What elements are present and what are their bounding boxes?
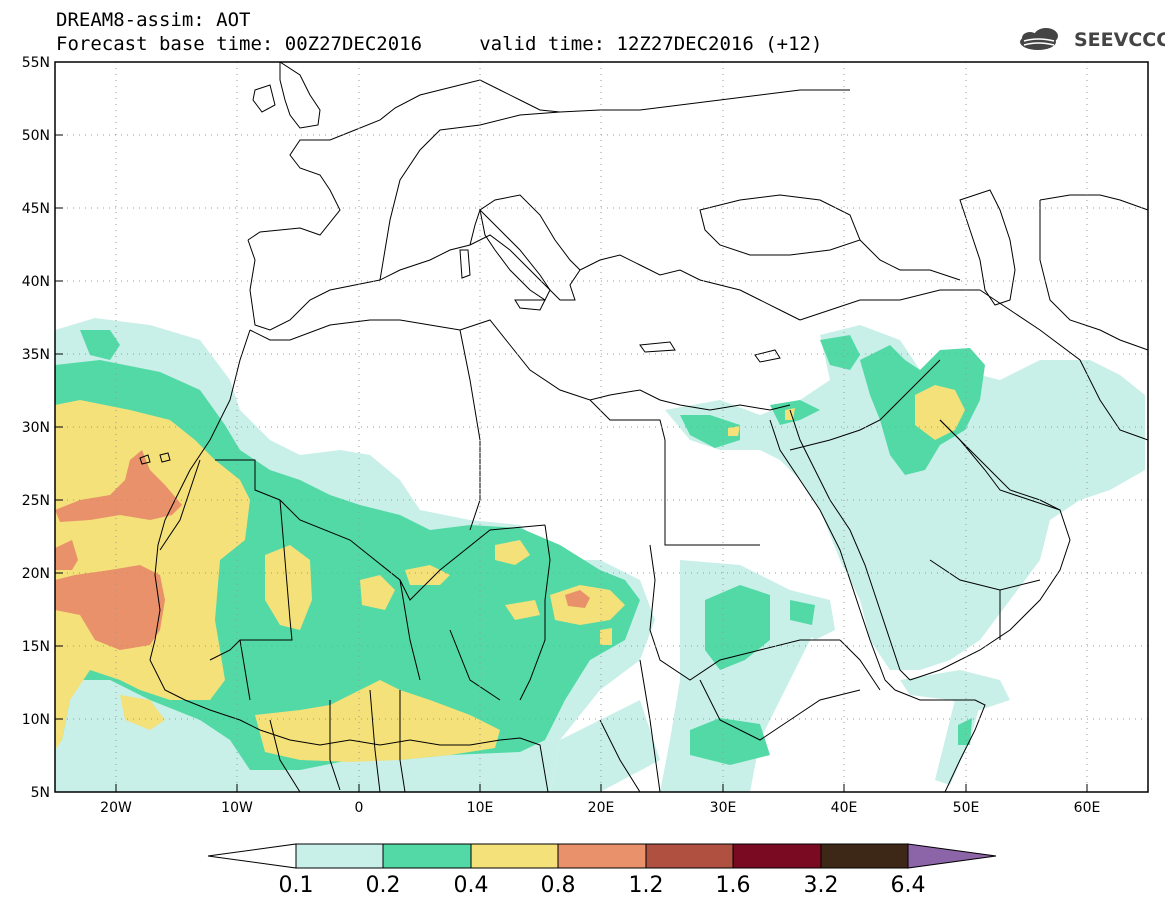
lon-label: 10E <box>467 800 494 816</box>
legend-swatch <box>645 843 734 869</box>
legend-swatch <box>732 843 822 869</box>
lat-label: 20N <box>22 566 50 582</box>
legend-arrow-high <box>907 843 997 869</box>
lon-label: 0 <box>355 800 364 816</box>
legend-swatch <box>382 843 472 869</box>
chart-title: DREAM8-assim: AOT <box>56 9 251 31</box>
logo-text: SEEVCCC <box>1074 29 1165 51</box>
legend-label: 0.2 <box>366 873 401 898</box>
lat-label: 50N <box>22 128 50 144</box>
coastlines <box>139 62 1148 792</box>
lat-labels: 5N 10N 15N 20N 25N 30N 35N 40N 45N 50N 5… <box>22 55 50 801</box>
aot-level-0.8 <box>55 450 590 650</box>
legend-label: 0.4 <box>454 873 489 898</box>
lon-label: 30E <box>710 800 737 816</box>
aot-map: 5N 10N 15N 20N 25N 30N 35N 40N 45N 50N 5… <box>22 55 1149 816</box>
aot-shading <box>55 318 1145 792</box>
lat-label: 45N <box>22 201 50 217</box>
lat-label: 35N <box>22 347 50 363</box>
legend-swatch <box>820 843 909 869</box>
lon-label: 40E <box>831 800 858 816</box>
legend-label: 3.2 <box>804 873 839 898</box>
lon-labels: 20W 10W 0 10E 20E 30E 40E 50E 60E <box>100 800 1100 816</box>
legend-swatch <box>557 843 647 869</box>
legend-label: 0.1 <box>279 873 314 898</box>
lon-label: 60E <box>1074 800 1101 816</box>
lon-label: 50E <box>953 800 980 816</box>
gridlines <box>55 62 1148 792</box>
legend-label: 0.8 <box>541 873 576 898</box>
legend-label: 6.4 <box>891 873 926 898</box>
legend-label: 1.2 <box>629 873 664 898</box>
legend-arrow-low <box>207 843 297 869</box>
axis-ticks <box>55 61 1088 793</box>
lat-label: 25N <box>22 493 50 509</box>
lat-label: 15N <box>22 639 50 655</box>
lon-label: 10W <box>221 800 253 816</box>
lat-label: 40N <box>22 274 50 290</box>
legend-swatch <box>295 843 384 869</box>
lat-label: 30N <box>22 420 50 436</box>
lat-label: 5N <box>31 785 50 801</box>
time-info: Forecast base time: 00Z27DEC2016 valid t… <box>56 33 823 55</box>
lat-label: 55N <box>22 55 50 71</box>
lon-label: 20W <box>100 800 132 816</box>
lon-label: 20E <box>588 800 615 816</box>
legend-swatch <box>470 843 559 869</box>
legend-label: 1.6 <box>716 873 751 898</box>
lat-label: 10N <box>22 712 50 728</box>
cloud-logo-icon <box>1020 28 1058 50</box>
